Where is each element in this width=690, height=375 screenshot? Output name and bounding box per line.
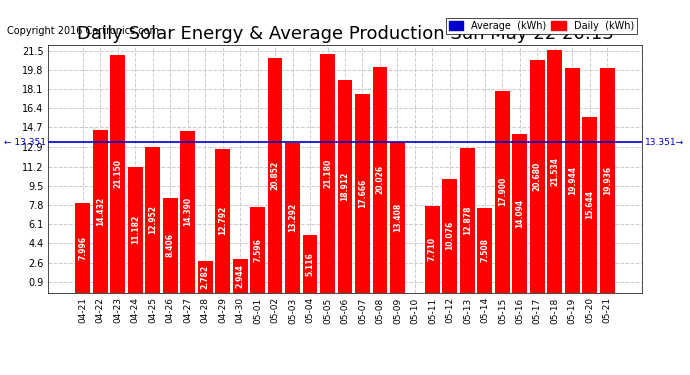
Bar	[460, 148, 475, 292]
Text: 7.508: 7.508	[480, 238, 489, 262]
Text: 11.182: 11.182	[130, 215, 139, 244]
Bar	[75, 202, 90, 292]
Text: 21.180: 21.180	[323, 159, 332, 188]
Text: 12.952: 12.952	[148, 205, 157, 234]
Text: 13.351→: 13.351→	[644, 138, 684, 147]
Bar	[163, 198, 177, 292]
Bar	[110, 55, 125, 292]
Bar	[320, 54, 335, 292]
Bar	[582, 117, 598, 292]
Bar	[145, 147, 160, 292]
Bar	[285, 143, 300, 292]
Bar	[197, 261, 213, 292]
Bar	[92, 130, 108, 292]
Text: 10.076: 10.076	[446, 221, 455, 251]
Text: 12.792: 12.792	[218, 206, 227, 235]
Text: 14.432: 14.432	[96, 197, 105, 226]
Text: 5.116: 5.116	[306, 252, 315, 276]
Text: 19.936: 19.936	[603, 166, 612, 195]
Bar	[268, 58, 282, 292]
Text: 2.782: 2.782	[201, 265, 210, 289]
Bar	[303, 235, 317, 292]
Bar	[250, 207, 265, 292]
Bar	[233, 260, 248, 292]
Text: 17.900: 17.900	[498, 177, 507, 207]
Text: 7.596: 7.596	[253, 238, 262, 262]
Text: Copyright 2016 Cartronics.com: Copyright 2016 Cartronics.com	[7, 26, 159, 36]
Text: 7.710: 7.710	[428, 237, 437, 261]
Bar	[425, 206, 440, 292]
Text: 13.292: 13.292	[288, 203, 297, 232]
Bar	[477, 208, 493, 292]
Bar	[513, 134, 527, 292]
Bar	[215, 148, 230, 292]
Text: 18.912: 18.912	[340, 171, 350, 201]
Text: 13.408: 13.408	[393, 202, 402, 232]
Text: 14.390: 14.390	[183, 197, 192, 226]
Bar	[600, 68, 615, 292]
Text: 21.534: 21.534	[551, 157, 560, 186]
Bar	[337, 80, 353, 292]
Bar	[565, 68, 580, 292]
Text: 2.944: 2.944	[235, 264, 244, 288]
Text: 20.852: 20.852	[270, 160, 279, 190]
Bar	[128, 167, 143, 292]
Text: ← 13.351: ← 13.351	[3, 138, 46, 147]
Text: 12.878: 12.878	[463, 205, 472, 235]
Bar	[530, 60, 545, 292]
Text: 14.094: 14.094	[515, 199, 524, 228]
Bar	[355, 94, 370, 292]
Text: 17.666: 17.666	[358, 178, 367, 208]
Text: 20.680: 20.680	[533, 162, 542, 191]
Legend: Average  (kWh), Daily  (kWh): Average (kWh), Daily (kWh)	[446, 18, 637, 33]
Text: 20.026: 20.026	[375, 165, 384, 194]
Title: Daily Solar Energy & Average Production Sun May 22 20:13: Daily Solar Energy & Average Production …	[77, 26, 613, 44]
Bar	[547, 50, 562, 292]
Text: 19.944: 19.944	[568, 166, 577, 195]
Bar	[442, 179, 457, 292]
Text: 7.996: 7.996	[78, 236, 87, 260]
Text: 15.644: 15.644	[585, 190, 594, 219]
Bar	[180, 130, 195, 292]
Bar	[373, 67, 387, 292]
Bar	[390, 142, 405, 292]
Bar	[495, 91, 510, 292]
Text: 21.150: 21.150	[113, 159, 122, 188]
Text: 8.406: 8.406	[166, 233, 175, 257]
